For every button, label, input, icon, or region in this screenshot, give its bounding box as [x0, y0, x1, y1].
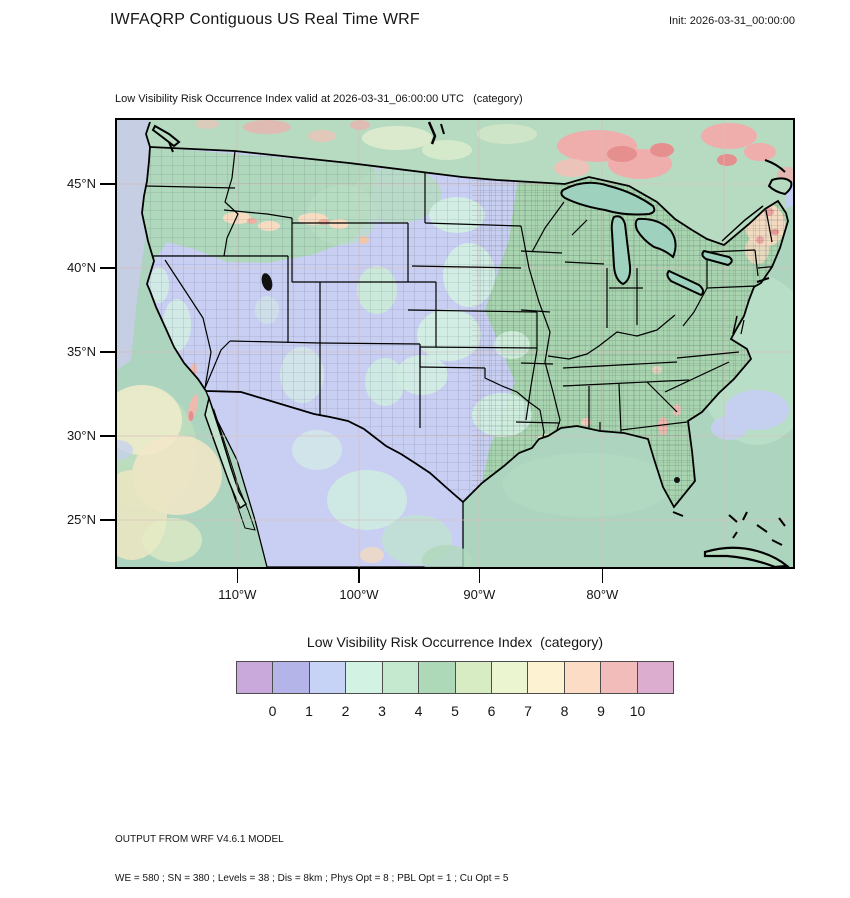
colorbar-cell [308, 661, 347, 694]
lat-tick-line [100, 435, 115, 437]
colorbar-cell [636, 661, 675, 694]
legend-title: Low Visibility Risk Occurrence Index (ca… [306, 634, 604, 650]
state-borders [142, 150, 780, 467]
conus-map-graphic [117, 120, 793, 567]
init-timestamp: Init: 2026-03-31_00:00:00 [669, 15, 795, 27]
colorbar-tick-label: 4 [414, 703, 423, 719]
colorbar-tick-label: 10 [629, 703, 646, 719]
colorbar-tick-label: 5 [451, 703, 459, 719]
st-lawrence [721, 205, 764, 242]
lat-tick-line [100, 351, 115, 353]
map-subtitle: Low Visibility Risk Occurrence Index val… [115, 93, 523, 105]
lake-winnipeg [427, 121, 437, 145]
nova-scotia [767, 177, 793, 196]
lat-axis: 45°N 40°N 35°N 30°N 25°N [0, 120, 115, 567]
long-island [756, 277, 770, 283]
great-salt-lake [261, 273, 273, 291]
colorbar-cell [490, 661, 529, 694]
colorbar-cell [600, 661, 638, 694]
lon-tick-label: 110°W [218, 587, 257, 602]
lat-tick-line [100, 267, 115, 269]
colorbar-cell [381, 661, 420, 694]
colorbar-tick-label: 0 [268, 703, 277, 719]
graticule [117, 120, 793, 567]
colorbar-tick-label: 9 [597, 703, 605, 719]
lon-tick-line [601, 569, 604, 583]
lat-tick-label: 30°N [66, 428, 96, 444]
lon-tick-line [236, 569, 239, 583]
colorbar-tick-label: 8 [560, 703, 569, 719]
great-lakes [560, 181, 733, 297]
lat-tick-label: 40°N [66, 259, 96, 275]
lon-tick-line [478, 569, 481, 583]
page-title: IWFAQRP Contiguous US Real Time WRF [110, 11, 420, 28]
lon-tick-label: 100°W [339, 587, 379, 602]
canada-surface-patches [362, 124, 537, 160]
colorbar-cell [563, 661, 602, 694]
colorbar-tick-label: 1 [305, 703, 313, 719]
footer-line1: OUTPUT FROM WRF V4.6.1 MODEL [115, 834, 284, 845]
cuba [703, 546, 790, 567]
baja-peninsula [204, 395, 248, 510]
colorbar-tick-label: 2 [341, 703, 350, 719]
colorbar-labels: 0 1 2 3 4 5 6 7 8 9 10 [236, 703, 674, 723]
lat-tick-label: 25°N [66, 512, 96, 528]
lake-okeechobee [674, 477, 680, 483]
mexico-patches [292, 430, 472, 567]
bc-coastline [145, 121, 151, 148]
colorbar-cell [527, 661, 565, 694]
colorbar-tick-label: 3 [378, 703, 386, 719]
vancouver-island [151, 124, 181, 148]
colorbar-tick-label: 7 [524, 703, 532, 719]
footer-line2: WE = 580 ; SN = 380 ; Levels = 38 ; Dis … [115, 873, 509, 884]
lon-tick-label: 80°W [586, 587, 619, 602]
canada-risk-high-blobs [195, 120, 793, 183]
colorbar-tick-label: 6 [487, 703, 496, 719]
colorbar-cell [418, 661, 456, 694]
lat-tick-label: 45°N [66, 175, 96, 191]
lat-tick-line [100, 519, 115, 521]
colorbar-cell [454, 661, 492, 694]
islands-bahamas [672, 511, 786, 546]
colorbar-cell [236, 661, 274, 694]
chesapeake-bay [732, 315, 738, 335]
footer: OUTPUT FROM WRF V4.6.1 MODEL WE = 580 ; … [115, 807, 508, 898]
lat-tick-label: 35°N [66, 343, 96, 359]
lat-tick-line [100, 183, 115, 185]
colorbar [236, 661, 675, 694]
lon-tick-line [358, 569, 360, 583]
pacific-cream-patches [117, 385, 222, 562]
lon-tick-label: 90°W [463, 587, 496, 602]
map-frame [115, 118, 795, 569]
us-coastline [141, 146, 789, 509]
colorbar-cell [345, 661, 383, 694]
colorbar-cell [272, 661, 310, 694]
lon-axis: 110°W 100°W 90°W 80°W [117, 567, 793, 613]
